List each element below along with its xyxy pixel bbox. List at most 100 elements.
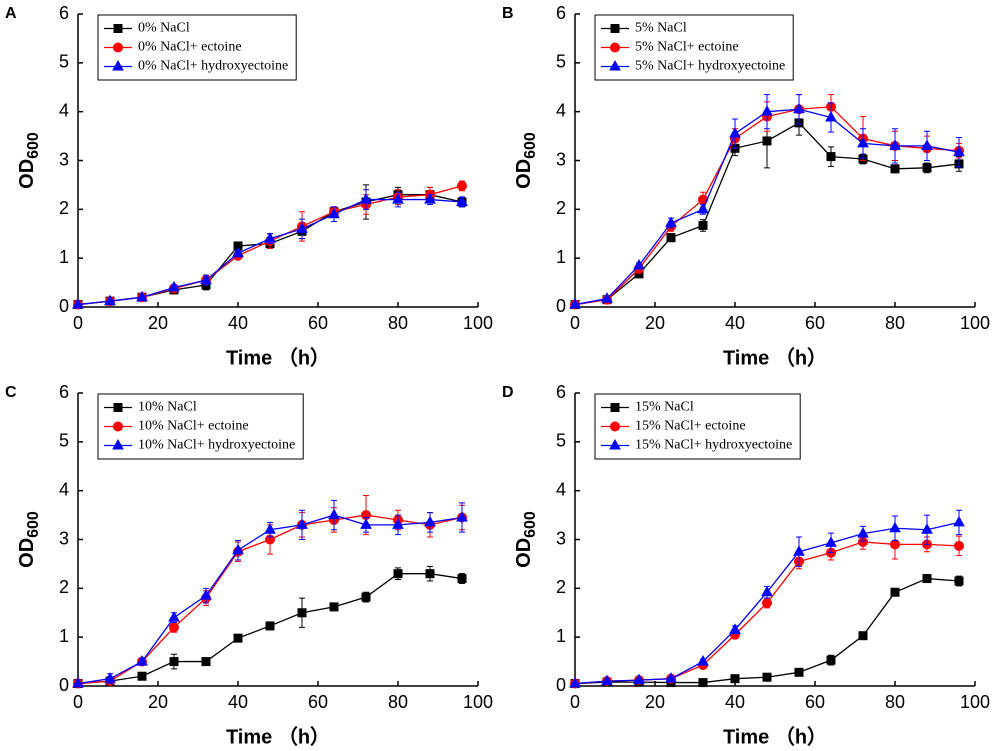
legend-label: 0% NaCl+ hydroxyectoine — [138, 59, 288, 74]
marker — [360, 193, 372, 204]
marker — [762, 672, 772, 682]
marker — [137, 671, 147, 681]
y-axis-label-subscript: 600 — [522, 132, 539, 159]
panel-label: B — [502, 5, 514, 22]
y-tick-label: 0 — [556, 675, 566, 695]
legend-label: 15% NaCl+ hydroxyectoine — [635, 438, 792, 453]
marker — [201, 657, 211, 667]
marker — [665, 672, 677, 683]
marker — [825, 536, 837, 547]
marker — [297, 608, 307, 618]
legend: 10% NaCl 10% NaCl+ ectoine 10% NaCl+ hydro… — [97, 393, 304, 460]
marker — [921, 523, 933, 534]
legend-label: 10% NaCl+ ectoine — [138, 419, 249, 434]
marker — [392, 193, 404, 204]
y-axis-label-subscript: 600 — [522, 511, 539, 538]
y-axis-label-main: OD — [513, 159, 535, 189]
panel-label: A — [5, 5, 17, 22]
x-axis-label: Time （h） — [226, 725, 330, 748]
y-axis-label-subscript: 600 — [25, 511, 42, 538]
x-tick-label: 100 — [463, 692, 493, 712]
y-tick-label: 0 — [556, 296, 566, 316]
marker — [729, 127, 741, 138]
y-tick-label: 1 — [59, 626, 69, 646]
x-tick-label: 60 — [805, 692, 825, 712]
marker — [610, 42, 620, 53]
marker — [136, 290, 148, 302]
marker — [890, 539, 900, 550]
marker — [113, 24, 123, 33]
x-axis-label: Time （h） — [723, 346, 827, 369]
y-axis-label-main: OD — [16, 159, 38, 189]
legend: 0% NaCl 0% NaCl+ ectoine 0% NaCl+ hydroxye… — [97, 14, 297, 81]
marker — [922, 163, 932, 173]
marker — [136, 655, 148, 666]
marker — [72, 677, 84, 688]
marker — [232, 246, 244, 258]
marker — [610, 403, 620, 412]
legend-label: 10% NaCl+ hydroxyectoine — [138, 438, 295, 453]
y-tick-label: 3 — [59, 149, 69, 169]
y-tick-label: 0 — [59, 296, 69, 316]
x-tick-label: 20 — [645, 692, 665, 712]
x-tick-label: 20 — [645, 313, 665, 333]
marker — [265, 621, 275, 631]
marker — [761, 585, 773, 597]
x-tick-label: 0 — [73, 313, 83, 333]
x-tick-label: 0 — [570, 692, 580, 712]
y-tick-label: 6 — [556, 382, 566, 402]
marker — [921, 139, 933, 150]
y-tick-label: 6 — [59, 382, 69, 402]
panel-label: D — [502, 384, 514, 401]
legend-label: 5% NaCl+ hydroxyectoine — [635, 59, 785, 74]
x-tick-label: 60 — [308, 692, 328, 712]
marker — [104, 672, 116, 683]
x-tick-label: 20 — [148, 313, 168, 333]
y-axis-label: OD600 — [513, 511, 539, 568]
marker — [698, 678, 708, 688]
marker — [826, 655, 836, 665]
marker — [762, 136, 772, 146]
marker — [890, 164, 900, 174]
marker — [112, 438, 124, 450]
y-axis-label-main: OD — [513, 538, 535, 568]
marker — [609, 59, 621, 71]
series-line — [77, 194, 463, 306]
marker — [168, 611, 180, 622]
marker — [425, 569, 435, 579]
y-tick-label: 4 — [59, 100, 69, 120]
marker — [826, 152, 836, 162]
y-axis-label: OD600 — [513, 132, 539, 189]
y-tick-label: 4 — [556, 100, 566, 120]
x-tick-label: 100 — [960, 313, 990, 333]
marker — [233, 633, 243, 643]
marker — [296, 518, 308, 529]
marker — [794, 667, 804, 677]
y-tick-label: 3 — [556, 528, 566, 548]
marker — [264, 523, 276, 534]
marker — [456, 195, 468, 207]
x-tick-label: 60 — [308, 313, 328, 333]
marker — [169, 622, 179, 633]
y-tick-label: 5 — [59, 431, 69, 451]
marker — [169, 657, 179, 667]
x-tick-label: 80 — [885, 313, 905, 333]
marker — [761, 105, 773, 116]
marker — [953, 145, 965, 157]
y-axis-label-subscript: 600 — [25, 132, 42, 159]
marker — [200, 589, 212, 600]
marker — [697, 202, 709, 214]
y-tick-label: 1 — [556, 626, 566, 646]
marker — [954, 576, 964, 586]
marker — [697, 655, 709, 666]
y-tick-label: 4 — [556, 479, 566, 499]
marker — [889, 521, 901, 533]
legend-label: 5% NaCl+ ectoine — [635, 40, 739, 55]
y-tick-label: 3 — [59, 528, 69, 548]
y-tick-label: 3 — [556, 149, 566, 169]
marker — [889, 139, 901, 150]
marker — [113, 403, 123, 412]
legend-label: 15% NaCl — [635, 400, 694, 415]
